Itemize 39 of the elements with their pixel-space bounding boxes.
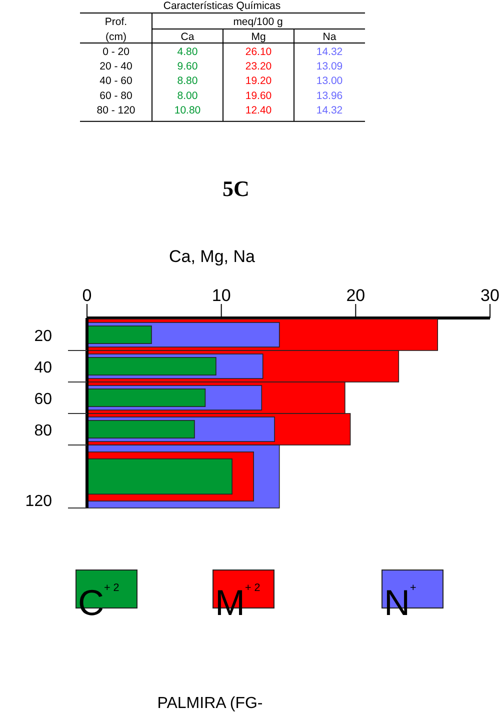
text: 4.80 <box>177 46 198 58</box>
text: 9.60 <box>177 60 198 73</box>
x-tick-label: 20 <box>346 286 366 305</box>
x-tick-label: 0 <box>82 286 92 305</box>
text: PALMIRA (FG- <box>157 695 263 712</box>
y-tick-label: 60 <box>34 390 52 408</box>
text: 14.32 <box>316 104 343 116</box>
text: 40 - 60 <box>100 75 132 88</box>
text: 14.32 <box>316 46 343 58</box>
text: 8.80 <box>177 75 198 88</box>
text: 80 - 120 <box>96 104 136 116</box>
text: 13.96 <box>316 90 343 102</box>
y-tick-label: 40 <box>34 359 52 376</box>
text: meq/100 g <box>233 16 283 28</box>
y-tick-label: 80 <box>34 422 52 440</box>
text: 23.20 <box>245 60 272 73</box>
text: 20 - 40 <box>100 60 132 73</box>
text: Ca <box>180 31 194 43</box>
text: 19.60 <box>245 90 272 102</box>
text: 26.10 <box>245 46 272 58</box>
chart-title: Ca, Mg, Na <box>169 247 256 266</box>
text: 13.00 <box>316 75 343 88</box>
text: Mg <box>251 31 266 43</box>
text: 13.09 <box>316 60 343 73</box>
text: 19.20 <box>245 75 272 88</box>
x-tick-label: 30 <box>480 286 500 305</box>
text: 5C <box>222 176 250 201</box>
text: Características Químicas <box>163 0 281 12</box>
text: 0 - 20 <box>102 46 130 58</box>
y-tick-label: 120 <box>25 493 52 510</box>
y-tick-label: 20 <box>34 328 52 345</box>
text: Prof. <box>104 16 128 28</box>
text: Na <box>322 31 336 43</box>
text: 8.00 <box>177 90 198 102</box>
text: 60 - 80 <box>100 90 132 102</box>
x-tick-label: 10 <box>212 286 231 305</box>
text: 12.40 <box>245 104 272 116</box>
text: 10.80 <box>174 104 201 116</box>
text: (cm) <box>106 31 126 43</box>
